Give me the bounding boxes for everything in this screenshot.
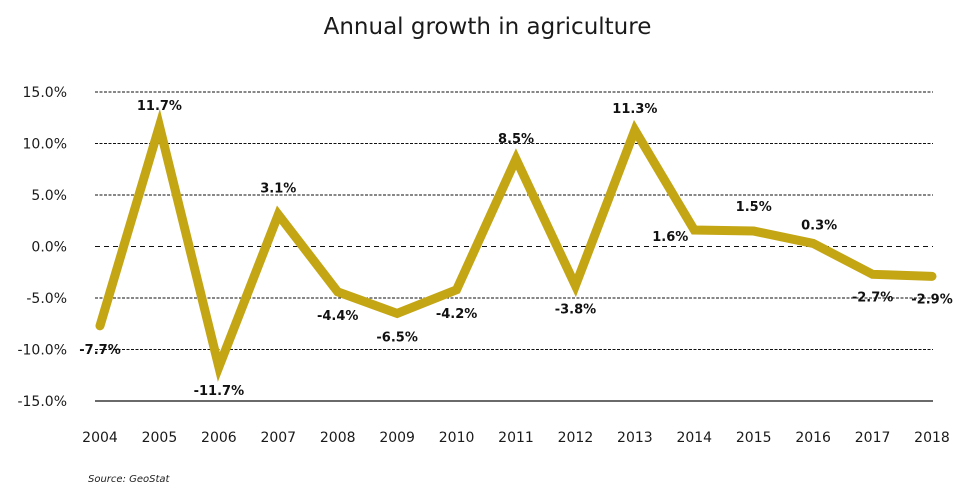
x-tick-label: 2008 bbox=[320, 430, 356, 446]
x-tick-label: 2006 bbox=[201, 430, 237, 446]
data-label: 8.5% bbox=[498, 132, 534, 147]
x-tick-label: 2015 bbox=[736, 430, 772, 446]
y-tick-label: 0.0% bbox=[31, 240, 67, 256]
data-label: 11.3% bbox=[612, 102, 657, 117]
data-label: -4.2% bbox=[436, 307, 477, 322]
y-tick-label: -15.0% bbox=[17, 394, 67, 410]
y-tick-label: 5.0% bbox=[31, 188, 67, 204]
x-tick-label: 2013 bbox=[617, 430, 653, 446]
y-tick-label: -10.0% bbox=[17, 343, 67, 359]
data-label: -3.8% bbox=[555, 303, 596, 318]
x-tick-label: 2018 bbox=[914, 430, 950, 446]
source-note: Source: GeoStat bbox=[88, 474, 170, 485]
data-label: -6.5% bbox=[376, 330, 417, 345]
data-label: -2.9% bbox=[911, 292, 952, 307]
x-tick-label: 2010 bbox=[439, 430, 475, 446]
data-label: -7.7% bbox=[79, 343, 120, 358]
x-tick-label: 2016 bbox=[795, 430, 831, 446]
y-tick-label: 10.0% bbox=[23, 137, 67, 153]
data-label: 1.5% bbox=[736, 200, 772, 215]
chart-title: Annual growth in agriculture bbox=[323, 14, 652, 40]
y-tick-label: -5.0% bbox=[26, 291, 67, 307]
x-tick-label: 2009 bbox=[379, 430, 415, 446]
series-line bbox=[95, 108, 937, 382]
data-label: 3.1% bbox=[260, 182, 296, 197]
x-tick-label: 2005 bbox=[142, 430, 178, 446]
x-tick-label: 2011 bbox=[498, 430, 534, 446]
x-tick-label: 2012 bbox=[558, 430, 594, 446]
data-label: 11.7% bbox=[137, 99, 182, 114]
y-tick-label: 15.0% bbox=[23, 85, 67, 101]
data-label: -4.4% bbox=[317, 309, 358, 324]
data-label: -11.7% bbox=[194, 384, 245, 399]
data-label: -2.7% bbox=[852, 290, 893, 305]
data-label: 1.6% bbox=[652, 230, 688, 245]
x-tick-label: 2014 bbox=[676, 430, 712, 446]
x-tick-label: 2017 bbox=[855, 430, 891, 446]
x-tick-label: 2004 bbox=[82, 430, 118, 446]
data-label: 0.3% bbox=[801, 218, 837, 233]
x-tick-label: 2007 bbox=[260, 430, 296, 446]
